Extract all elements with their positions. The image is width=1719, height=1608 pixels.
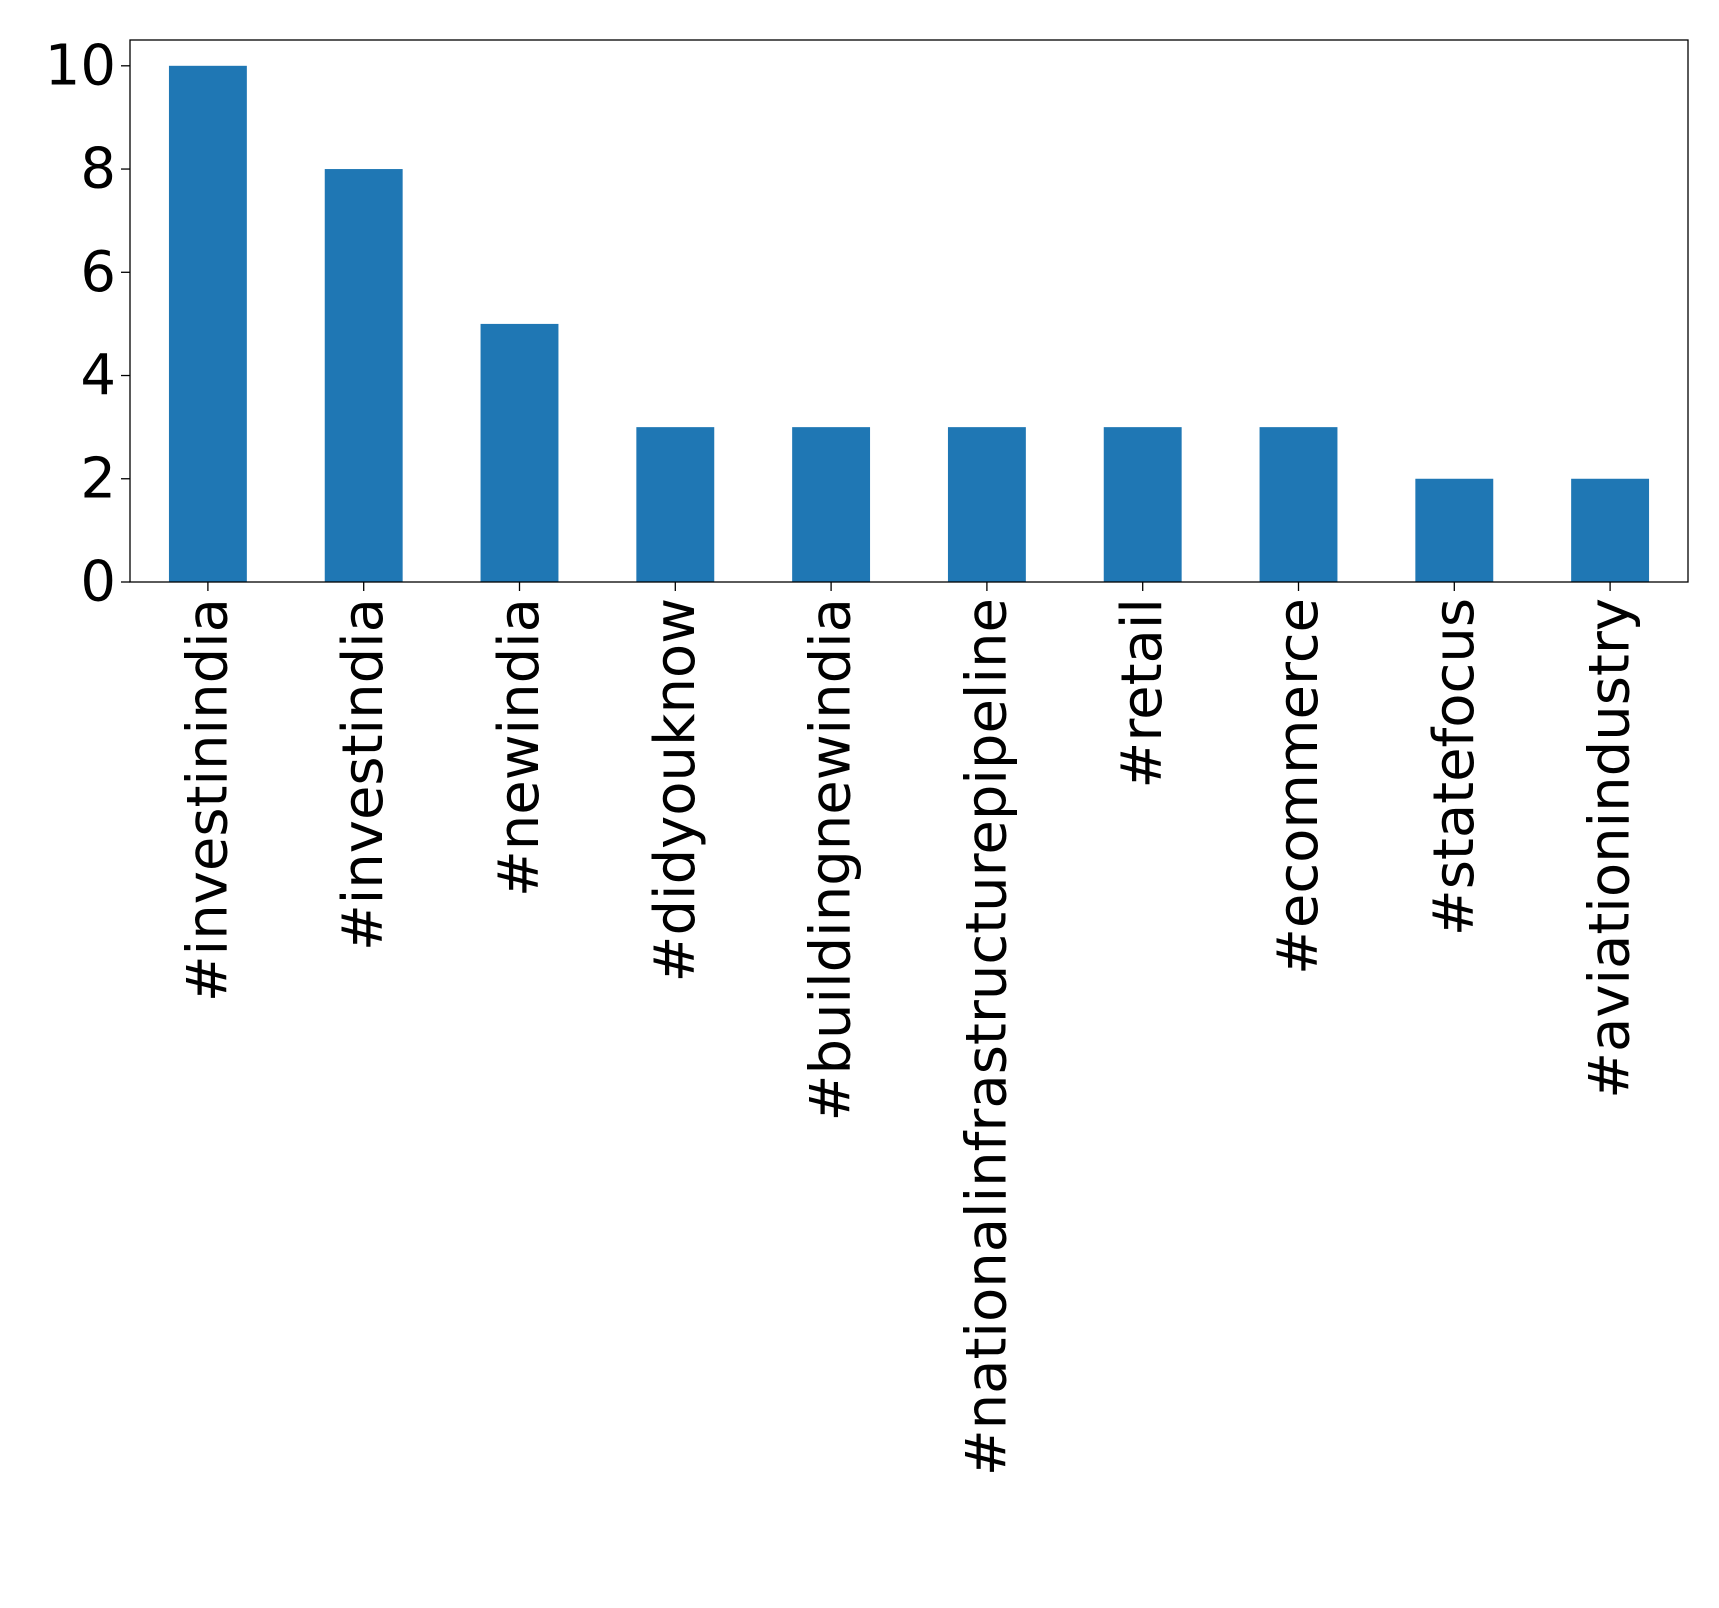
x-tick-label: #newindia <box>487 598 552 897</box>
x-tick-label: #buildingnewindia <box>799 598 864 1121</box>
bar-statefocus <box>1415 478 1494 582</box>
bar-didyouknow <box>636 427 715 582</box>
y-tick-label: 2 <box>80 446 116 511</box>
y-tick-label: 8 <box>80 137 116 202</box>
bar-investindia <box>324 169 403 583</box>
y-tick-label: 6 <box>80 240 116 305</box>
x-axis: #investinindia #investindia #newindia #didy… <box>175 582 1643 1476</box>
x-tick-label: #statefocus <box>1422 598 1487 936</box>
y-tick-label: 4 <box>80 343 116 408</box>
y-tick-label: 0 <box>80 550 116 615</box>
y-tick-label: 10 <box>45 33 116 98</box>
x-tick-label: #retail <box>1110 598 1175 789</box>
x-tick-label: #didyouknow <box>643 598 708 982</box>
x-tick-label: #investindia <box>331 598 396 951</box>
bar-investinindia <box>168 65 247 583</box>
bar-aviationindustry <box>1571 478 1650 582</box>
bar-buildingnewindia <box>792 427 871 582</box>
bar-retail <box>1103 427 1182 582</box>
bar-newindia <box>480 323 559 582</box>
bar-nationalinfrastructurepipeline <box>947 427 1026 582</box>
x-tick-label: #investinindia <box>175 598 240 1002</box>
bars-layer <box>168 65 1650 583</box>
bar-ecommerce <box>1259 427 1338 582</box>
y-axis: 0 2 4 6 8 10 <box>45 33 130 615</box>
x-tick-label: #ecommerce <box>1266 598 1331 975</box>
x-tick-label: #nationalinfrastructurepipeline <box>954 598 1019 1476</box>
plot-frame <box>129 39 1689 583</box>
x-tick-label: #aviationindustry <box>1578 598 1643 1099</box>
